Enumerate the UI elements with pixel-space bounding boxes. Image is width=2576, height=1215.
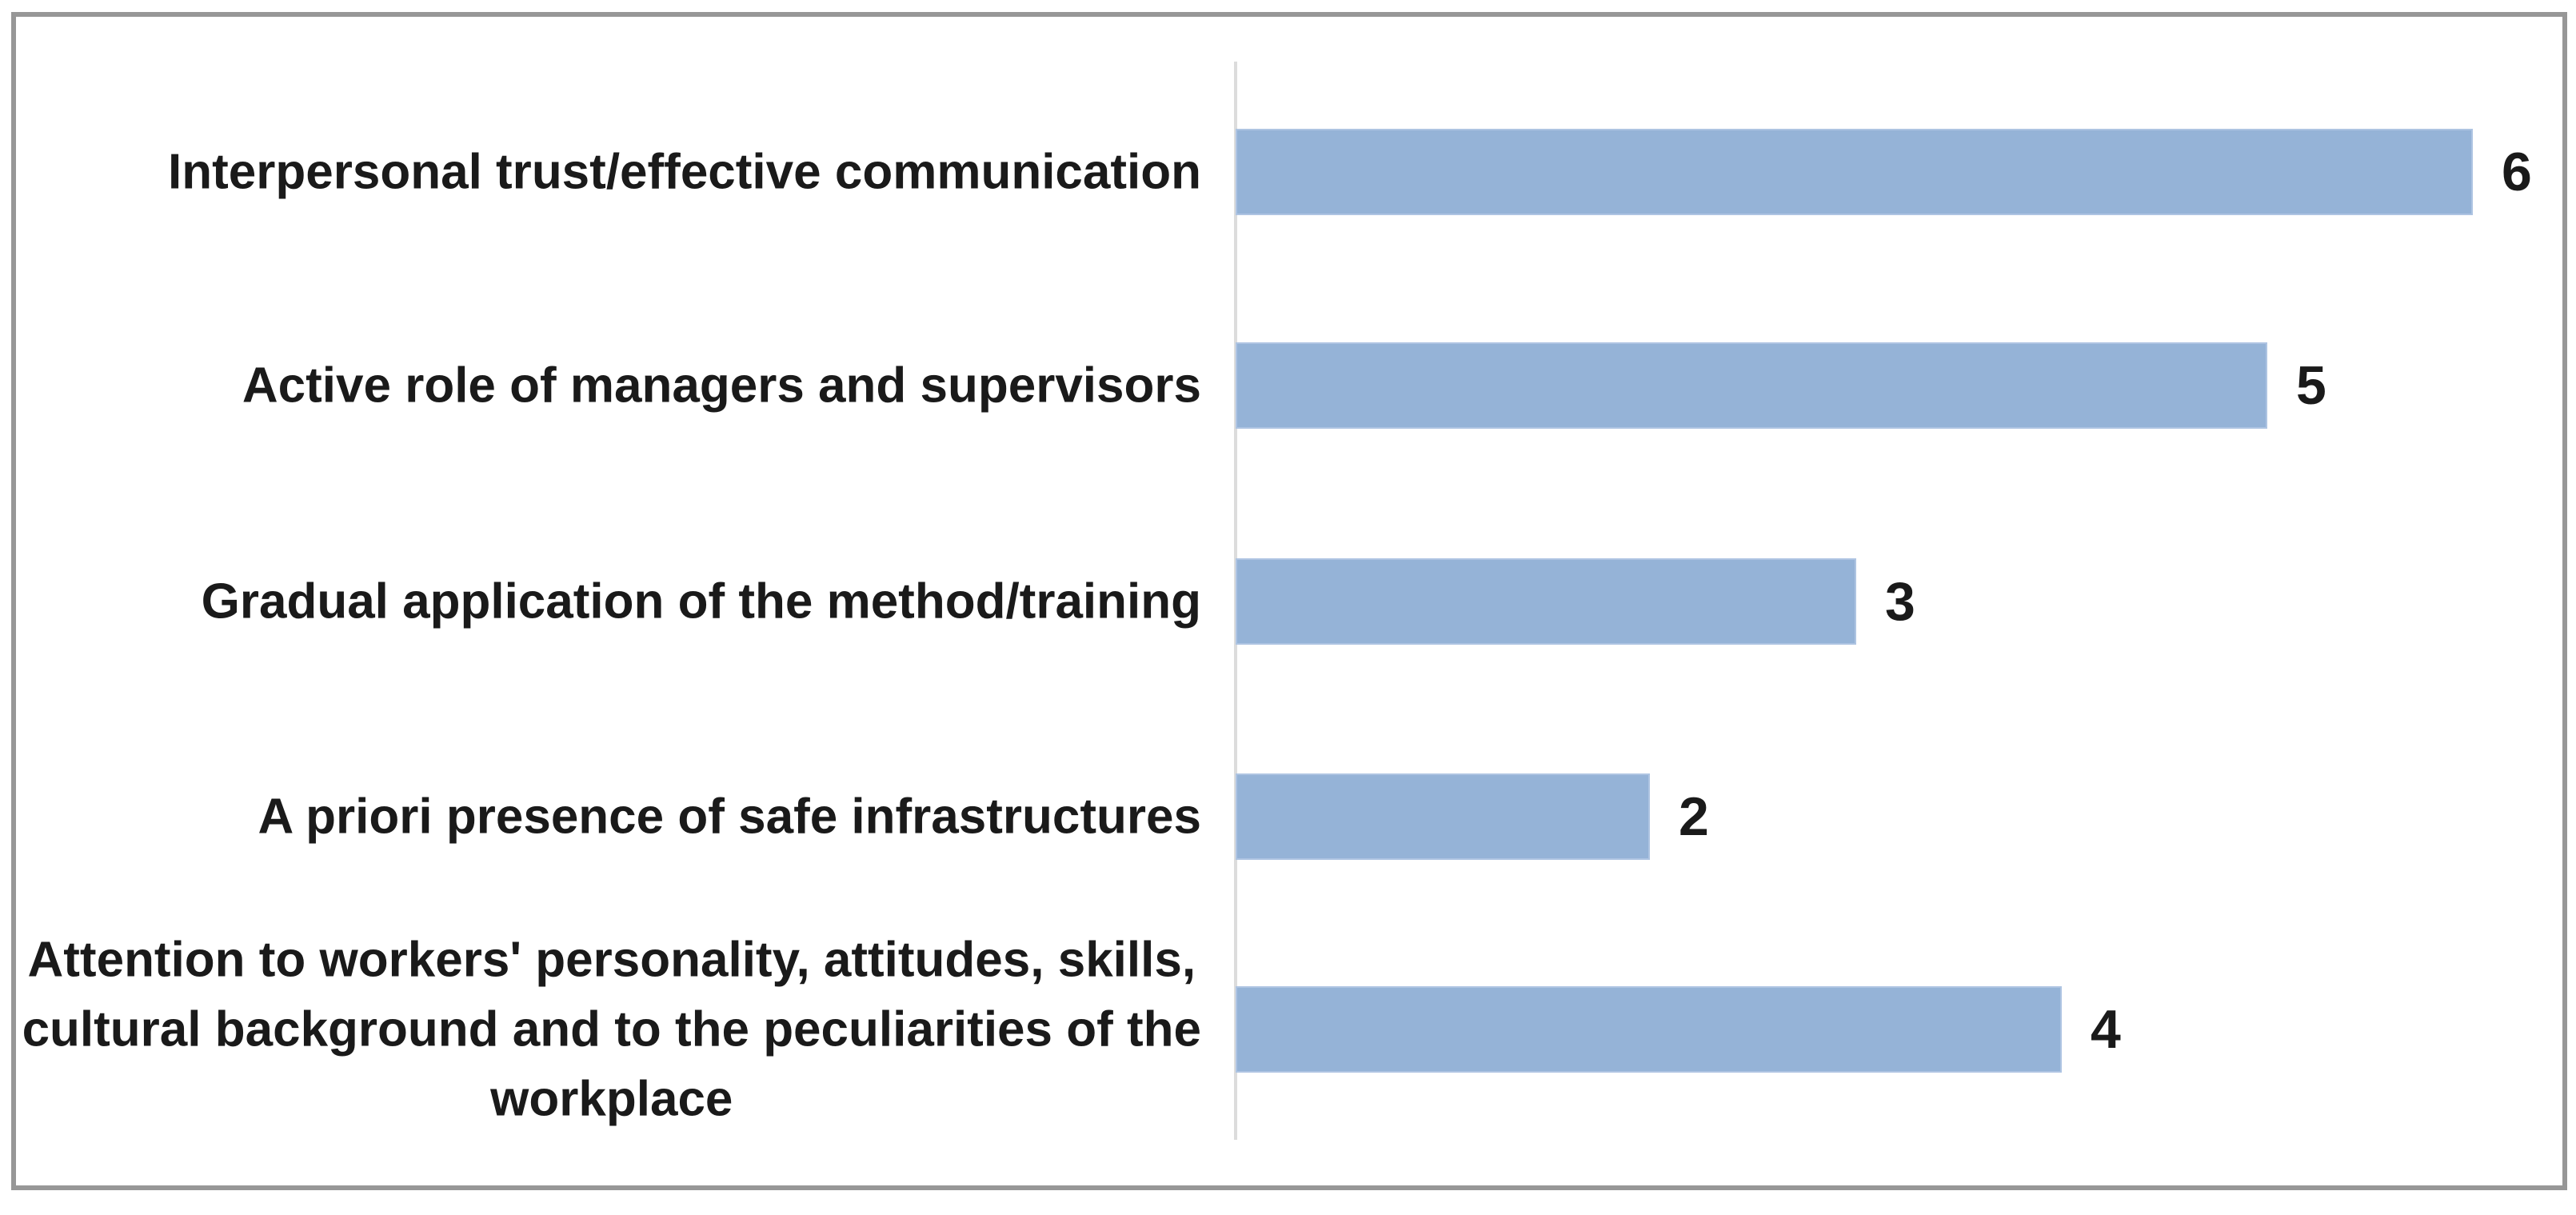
category-label: A priori presence of safe infrastructure…: [16, 782, 1201, 852]
category-label-text: Attention to workers' personality, attit…: [22, 932, 1201, 1127]
value-label: 5: [2296, 355, 2326, 416]
category-label-text: Interpersonal trust/effective communicat…: [168, 144, 1201, 200]
category-axis-line: [1234, 62, 1237, 1140]
bar: [1237, 775, 1648, 858]
category-label: Attention to workers' personality, attit…: [16, 925, 1201, 1134]
value-label: 2: [1679, 786, 1709, 847]
bar: [1237, 988, 2060, 1071]
category-label: Gradual application of the method/traini…: [16, 567, 1201, 637]
category-label-text: Active role of managers and supervisors: [242, 358, 1201, 414]
bar: [1237, 130, 2471, 214]
category-label: Active role of managers and supervisors: [16, 351, 1201, 421]
category-label-text: A priori presence of safe infrastructure…: [258, 789, 1201, 845]
category-label: Interpersonal trust/effective communicat…: [16, 138, 1201, 207]
value-label: 3: [1885, 571, 1915, 632]
bar: [1237, 344, 2266, 427]
value-label: 4: [2091, 999, 2121, 1060]
category-label-text: Gradual application of the method/traini…: [201, 574, 1201, 629]
bar: [1237, 560, 1855, 643]
value-label: 6: [2502, 142, 2532, 202]
